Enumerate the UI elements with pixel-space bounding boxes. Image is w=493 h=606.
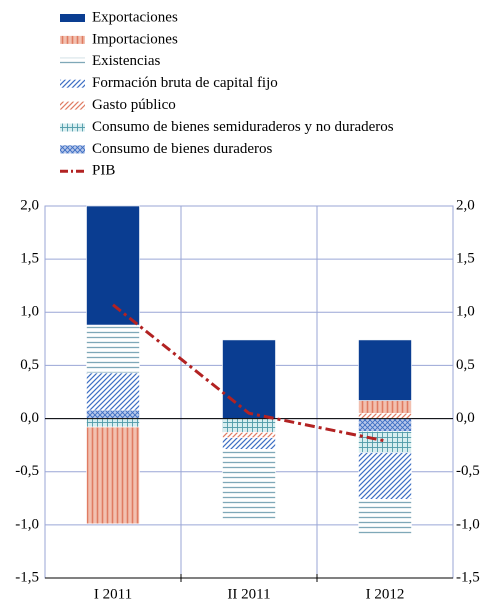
y-tick-label: -0,5: [15, 463, 39, 479]
y2-tick-label: 2,0: [456, 197, 475, 213]
legend-label: PIB: [92, 163, 115, 179]
x-tick-label: II 2011: [227, 586, 270, 602]
y-tick-label: 1,0: [20, 304, 39, 320]
legend-swatch: [60, 35, 85, 44]
y-tick-label: -1,5: [15, 569, 39, 585]
y-tick-label: 1,5: [20, 251, 39, 267]
bar-segment: [86, 372, 140, 411]
y-tick-label: 0,5: [20, 357, 39, 373]
y-tick-label: 0,0: [20, 410, 39, 426]
bar-segment: [86, 418, 140, 428]
legend-swatch: [60, 145, 85, 154]
bar-segment: [358, 452, 412, 500]
legend-swatch: [60, 123, 85, 132]
legend-label: Existencias: [92, 53, 160, 69]
bar-segment: [358, 431, 412, 453]
line-series: [112, 303, 386, 443]
y2-tick-label: 0,0: [456, 410, 475, 426]
y-tick-label: 2,0: [20, 197, 39, 213]
legend-label: Exportaciones: [92, 9, 178, 25]
legend-label: Consumo de bienes duraderos: [92, 141, 273, 157]
y-tick-label: -1,0: [15, 516, 39, 532]
bar-segment: [358, 400, 412, 414]
y2-tick-label: 1,5: [456, 251, 475, 267]
legend-swatch: [60, 14, 85, 22]
bar-segment: [358, 412, 412, 419]
legend-label: Gasto público: [92, 97, 176, 113]
bar-segment: [86, 205, 140, 326]
x-tick-label: I 2012: [366, 586, 405, 602]
bar-segment: [86, 409, 140, 419]
x-tick-label: I 2011: [94, 586, 132, 602]
y2-tick-label: -0,5: [456, 463, 480, 479]
legend-swatch: [60, 57, 85, 66]
legend-swatch: [60, 79, 85, 88]
bar-segment: [222, 449, 276, 522]
y2-tick-label: -1,5: [456, 569, 480, 585]
legend-swatch: [60, 101, 85, 110]
bar-segment: [86, 426, 140, 525]
legend-label: Importaciones: [92, 31, 178, 47]
bar-segment: [222, 437, 276, 450]
bar-segment: [222, 432, 276, 439]
bar-segment: [358, 339, 412, 401]
y2-tick-label: 1,0: [456, 304, 475, 320]
bar-segment: [222, 339, 276, 419]
legend-label: Consumo de bienes semiduraderos y no dur…: [92, 119, 394, 135]
bar-segment: [358, 418, 412, 432]
legend-label: Formación bruta de capital fijo: [92, 75, 278, 91]
bar-segment: [358, 499, 412, 535]
bar-segment: [86, 324, 140, 374]
y2-tick-label: -1,0: [456, 516, 480, 532]
y2-tick-label: 0,5: [456, 357, 475, 373]
bar-segment: [222, 418, 276, 433]
